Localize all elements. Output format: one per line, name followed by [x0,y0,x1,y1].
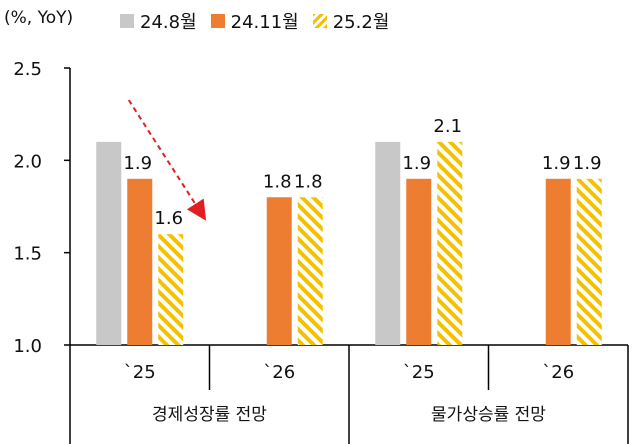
bar-24.11월 [127,178,153,345]
axes: 1.0 1.5 2.0 2.5 `25 `26 `25 `26 경제성장률 전망 물가상승률 전망 [13,59,629,444]
bar-24.8월 [96,141,122,345]
legend-item-24-11: 24.11월 [210,8,299,34]
legend: 24.8월 24.11월 25.2월 [120,8,389,34]
data-label: 1.8 [294,171,323,192]
legend-label-24-11: 24.11월 [230,12,299,33]
y-tick-label: 2.5 [13,59,42,80]
legend-swatch-24-8 [120,14,134,28]
bar-25.2월 [158,234,184,345]
bar-24.8월 [375,141,401,345]
legend-swatch-24-11 [210,14,225,28]
bar-24.11월 [545,178,571,345]
data-label: 1.9 [402,153,431,174]
x-tick-label: `25 [403,362,435,383]
legend-label-25-2: 25.2월 [332,12,390,33]
legend-item-24-8: 24.8월 [120,8,197,34]
bars [96,141,602,345]
y-tick-label: 1.0 [13,336,42,357]
bar-24.11월 [406,178,432,345]
y-tick-label: 1.5 [13,244,42,265]
data-label: 1.8 [263,171,292,192]
data-label: 2.1 [433,116,462,137]
bar-25.2월 [437,141,463,345]
bar-25.2월 [297,197,323,345]
y-tick-label: 2.0 [13,151,42,172]
bar-24.11월 [266,197,292,345]
annotation [127,99,207,221]
legend-item-25-2: 25.2월 [312,8,390,34]
x-tick-label: `26 [542,362,574,383]
trend-arrow [127,99,207,221]
legend-swatch-25-2 [312,14,327,28]
data-label: 1.9 [123,153,152,174]
unit-label: (%, YoY) [4,8,74,28]
bar-25.2월 [576,178,602,345]
data-label: 1.6 [154,208,183,229]
x-tick-label: `25 [124,362,156,383]
data-label: 1.9 [573,153,602,174]
data-labels: 1.91.61.8 1.81.92.11.9 1.9 [123,116,601,229]
legend-label-24-8: 24.8월 [140,12,197,33]
data-label: 1.9 [542,153,571,174]
x-tick-label: `26 [263,362,295,383]
group-label: 경제성장률 전망 [152,405,267,425]
group-label: 물가상승률 전망 [431,405,546,425]
